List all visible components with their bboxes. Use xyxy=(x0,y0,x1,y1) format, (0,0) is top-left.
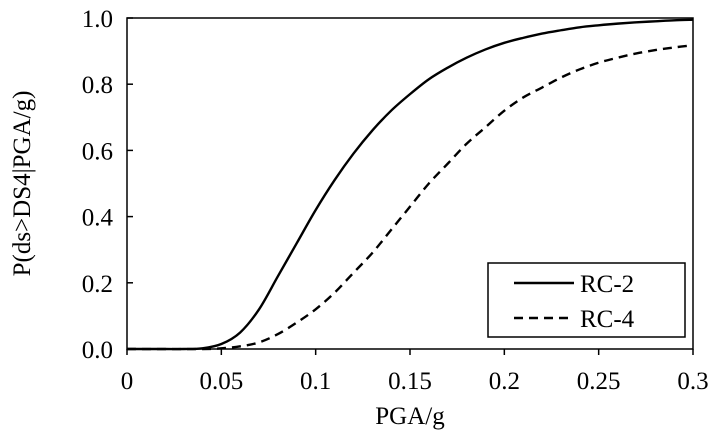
x-axis-ticks: 0 0.05 0.1 0.15 0.2 0.25 0.3 xyxy=(121,349,709,395)
x-tick-label: 0.2 xyxy=(489,368,520,395)
x-tick-label: 0 xyxy=(121,368,134,395)
plot-frame xyxy=(126,17,694,350)
x-tick-label: 0.05 xyxy=(199,368,243,395)
y-tick-label: 1.0 xyxy=(82,6,113,33)
series-line-rc-4 xyxy=(126,43,694,351)
legend: RC-2 RC-4 xyxy=(487,262,686,338)
x-tick-label: 0.3 xyxy=(677,368,708,395)
legend-label-rc-2: RC-2 xyxy=(580,271,634,298)
y-tick-label: 0.2 xyxy=(82,271,113,298)
x-tick-label: 0.15 xyxy=(388,368,432,395)
y-axis-title: P(ds>DS4|PGA/g) xyxy=(9,91,36,277)
x-axis-title: PGA/g xyxy=(375,403,445,430)
series-line-rc-2 xyxy=(127,18,694,351)
legend-box xyxy=(487,262,686,338)
y-tick-label: 0.6 xyxy=(82,138,113,165)
x-tick-label: 0.25 xyxy=(577,368,621,395)
legend-label-rc-4: RC-4 xyxy=(580,306,635,333)
x-tick-label: 0.1 xyxy=(300,368,331,395)
y-axis-ticks: 0.0 0.2 0.4 0.6 0.8 1.0 xyxy=(82,6,133,364)
y-tick-label: 0.0 xyxy=(82,337,113,364)
y-tick-label: 0.8 xyxy=(82,72,113,99)
series-layer xyxy=(126,18,694,351)
y-tick-label: 0.4 xyxy=(82,205,114,232)
